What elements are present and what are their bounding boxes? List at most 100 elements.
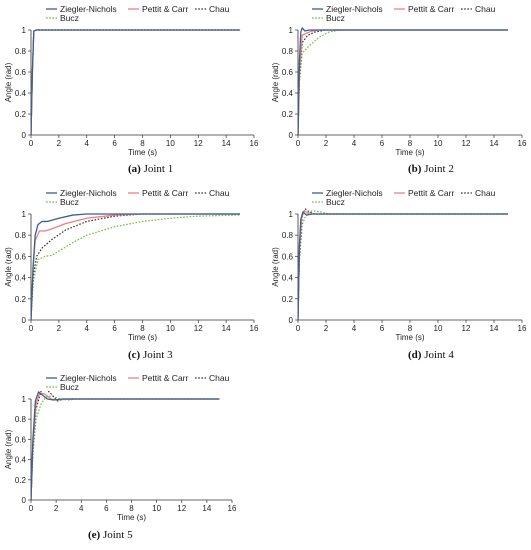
series-line-chau [31,29,241,135]
panel-caption-text: Joint 4 [421,349,454,361]
y-tick-label: 0 [22,316,27,325]
y-tick-label: 0 [289,316,294,325]
panel-caption: (c) Joint 3 [128,349,173,361]
legend-entry: Pettit & Carr [408,188,454,198]
x-tick-label: 0 [29,139,34,148]
legend-entry: Bucz [60,197,79,207]
x-tick-label: 12 [462,324,471,333]
panel-caption-text: Joint 2 [421,163,453,175]
x-tick-label: 0 [29,504,34,513]
series-line-bucz [31,29,241,135]
x-tick-label: 4 [352,139,357,148]
x-tick-label: 2 [324,324,329,333]
y-tick-label: 0.4 [15,89,27,98]
x-axis-label: Time (s) [128,148,157,157]
series-line-ziegler-nichols [31,29,241,135]
x-tick-label: 12 [462,139,471,148]
series-line-ziegler-nichols [31,213,241,320]
x-tick-label: 2 [57,139,62,148]
x-tick-label: 14 [202,504,211,513]
x-tick-label: 16 [250,324,259,333]
legend-entry: Bucz [60,382,79,392]
x-tick-label: 2 [324,139,329,148]
x-axis-label: Time (s) [128,333,157,342]
chart-panel-4: 0 2 4 6 8 10 12 14 16 0 0.2 0.4 0.6 0.8 1 Time (s) Angle… [271,188,527,361]
y-tick-label: 1 [22,395,27,404]
series-line-bucz [298,210,508,320]
x-tick-label: 10 [434,139,443,148]
x-tick-label: 4 [85,139,90,148]
legend-entry: Ziegler-Nichols [60,188,117,198]
y-tick-label: 1 [289,26,294,35]
x-tick-label: 10 [166,324,175,333]
legend-entry: Pettit & Carr [142,373,188,383]
x-tick-label: 2 [54,504,59,513]
y-axis-label: Angle (rad) [271,62,280,102]
series-line-chau [298,29,508,135]
x-tick-label: 10 [152,504,161,513]
panel-caption-text: Joint 3 [140,349,173,361]
panel-caption-text: Joint 5 [100,529,133,541]
y-tick-label: 1 [289,210,294,219]
series-group [31,213,241,320]
series-line-ziegler-nichols [31,391,220,500]
y-tick-label: 0.2 [15,110,27,119]
legend-entry: Pettit & Carr [142,4,188,14]
y-tick-label: 0.4 [15,274,27,283]
legend-entry: Ziegler-Nichols [326,4,383,14]
x-tick-label: 10 [166,139,175,148]
y-tick-label: 0.8 [15,47,27,56]
x-tick-label: 6 [112,139,117,148]
x-axis-label: Time (s) [395,148,424,157]
legend: Ziegler-Nichols Pettit & Carr Chau Bucz [312,4,496,23]
series-group [31,391,220,500]
x-tick-label: 12 [194,324,203,333]
legend-entry: Chau [475,4,496,14]
x-tick-label: 8 [408,324,413,333]
x-axis-label: Time (s) [395,333,424,342]
y-tick-label: 0.2 [282,295,294,304]
y-tick-label: 1 [22,210,27,219]
x-tick-label: 8 [140,324,145,333]
series-group [298,208,508,320]
series-group [31,29,241,135]
x-tick-label: 6 [380,139,385,148]
y-tick-label: 0.6 [15,252,27,261]
legend-entry: Bucz [60,13,79,23]
y-tick-label: 0.2 [282,110,294,119]
y-axis-label: Angle (rad) [4,247,13,287]
y-axis-label: Angle (rad) [271,247,280,287]
x-tick-label: 0 [29,324,34,333]
legend: Ziegler-Nichols Pettit & Carr Chau Bucz [46,373,230,392]
x-tick-label: 16 [250,139,259,148]
series-line-bucz [31,395,220,500]
legend: Ziegler-Nichols Pettit & Carr Chau Bucz [312,188,496,207]
panel-caption-label: (c) [128,349,141,361]
chart-panel-3: 0 2 4 6 8 10 12 14 16 0 0.2 0.4 0.6 0.8 1 Time (s) Angle… [4,188,259,361]
legend-entry: Bucz [326,197,345,207]
series-line-chau [31,213,241,320]
panel-caption-label: (b) [408,163,422,175]
series-line-ziegler-nichols [298,27,508,135]
x-tick-label: 12 [194,139,203,148]
y-tick-label: 0.8 [15,415,27,424]
series-line-pettit-carr [298,29,508,135]
chart-panel-2: 0 2 4 6 8 10 12 14 16 0 0.2 0.4 0.6 0.8 1 Time (s) Angle… [271,4,527,175]
panel-caption: (b) Joint 2 [408,163,454,175]
y-tick-label: 0.4 [15,456,27,465]
x-tick-label: 0 [296,324,301,333]
series-line-chau [31,391,220,500]
panel-caption-text: Joint 1 [141,163,173,175]
legend-entry: Pettit & Carr [142,188,188,198]
series-line-ziegler-nichols [298,211,508,320]
x-tick-label: 4 [79,504,84,513]
legend-entry: Chau [209,373,230,383]
series-line-chau [298,208,508,320]
y-tick-label: 0.2 [15,476,27,485]
x-tick-label: 4 [352,324,357,333]
series-group [298,27,508,135]
x-tick-label: 6 [112,324,117,333]
x-tick-label: 16 [518,324,527,333]
y-tick-label: 0.8 [15,231,27,240]
